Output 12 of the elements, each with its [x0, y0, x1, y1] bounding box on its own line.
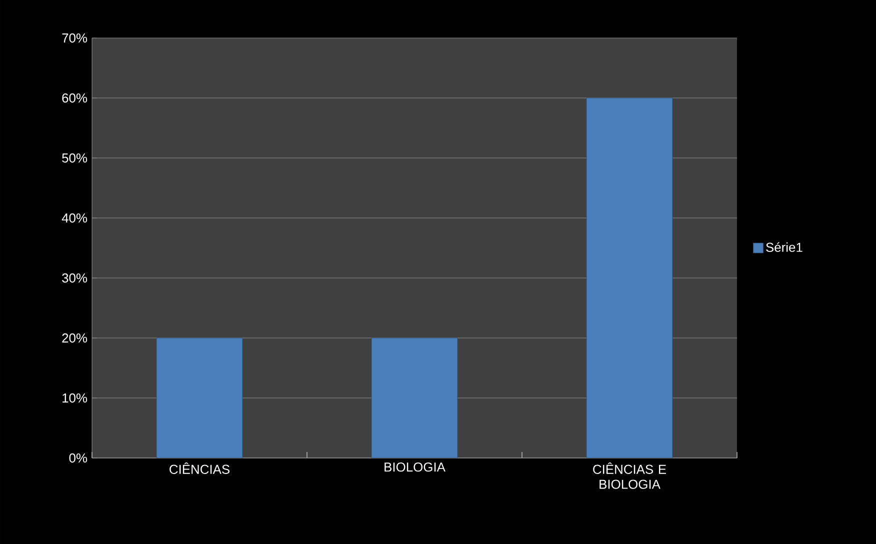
- y-tick-label: 10%: [62, 393, 88, 403]
- x-tick-label: CIÊNCIAS: [170, 462, 230, 474]
- legend-label: Série1: [766, 242, 802, 252]
- y-tick-label: 50%: [62, 153, 88, 163]
- y-tick-label: 60%: [62, 93, 88, 103]
- y-tick-label: 40%: [62, 213, 88, 223]
- y-tick-label: 30%: [62, 273, 88, 283]
- x-tick-label: CIÊNCIAS E BIOLOGIA: [593, 462, 666, 489]
- x-tick-label: BIOLOGIA: [384, 462, 446, 472]
- y-tick-label: 70%: [62, 33, 88, 43]
- y-tick-label: 20%: [62, 333, 88, 343]
- y-tick-label: 0%: [69, 453, 88, 463]
